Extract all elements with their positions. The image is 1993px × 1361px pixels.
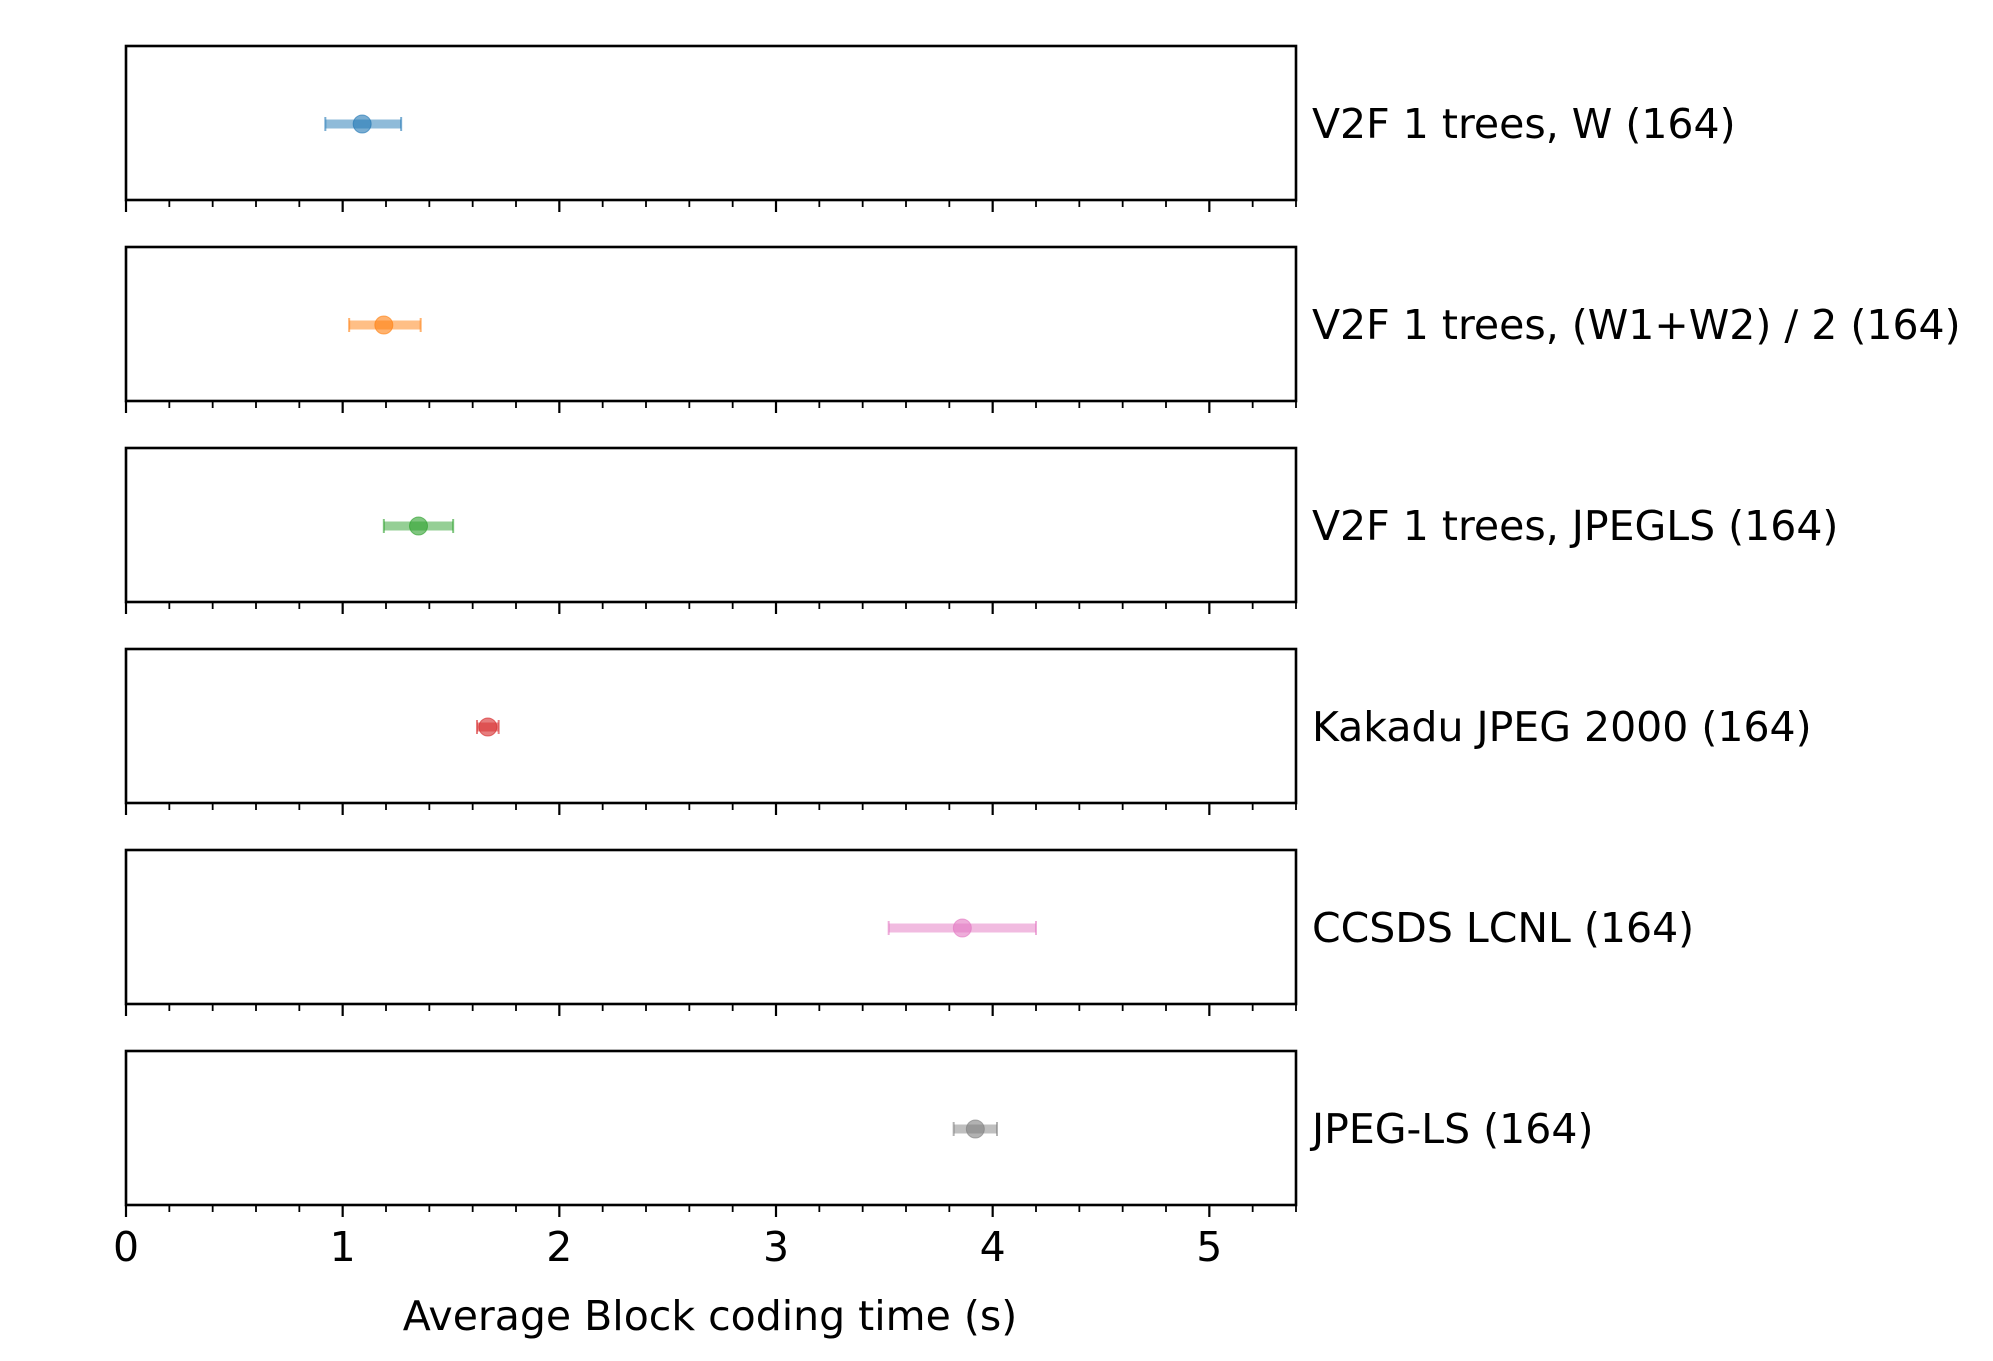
panel-frame [124, 1049, 1298, 1207]
data-point [965, 1119, 985, 1139]
x-tick-label: 2 [546, 1223, 572, 1271]
series-label: V2F 1 trees, JPEGLS (164) [1312, 502, 1838, 550]
x-tick-label: 3 [763, 1223, 789, 1271]
series-label: V2F 1 trees, W (164) [1312, 100, 1736, 148]
x-tick-label: 4 [980, 1223, 1006, 1271]
panel-frame [124, 245, 1298, 403]
data-point [409, 516, 428, 536]
panel-5: CCSDS LCNL (164) [124, 848, 1694, 1016]
panel-1: V2F 1 trees, W (164) [124, 44, 1736, 212]
series-label: V2F 1 trees, (W1+W2) / 2 (164) [1312, 301, 1961, 349]
x-tick-label: 1 [330, 1223, 356, 1271]
x-axis-label: Average Block coding time (s) [403, 1292, 1017, 1340]
panel-frame [124, 647, 1298, 805]
series-label: JPEG-LS (164) [1309, 1105, 1593, 1153]
panel-2: V2F 1 trees, (W1+W2) / 2 (164) [124, 245, 1961, 413]
panel-6: JPEG-LS (164) [124, 1049, 1593, 1217]
panel-frame [124, 446, 1298, 604]
data-point [352, 114, 372, 134]
series-label: CCSDS LCNL (164) [1312, 904, 1694, 952]
data-point [374, 315, 394, 335]
data-point [952, 918, 972, 938]
x-tick-label: 5 [1196, 1223, 1222, 1271]
panel-frame [124, 44, 1298, 202]
panels: V2F 1 trees, W (164) V2F 1 trees, (W1+W2)… [124, 44, 1961, 1217]
panel-3: V2F 1 trees, JPEGLS (164) [124, 446, 1838, 614]
panel-4: Kakadu JPEG 2000 (164) [124, 647, 1812, 815]
data-point [478, 717, 498, 737]
x-axis: 0 1 2 3 4 5 [113, 1223, 1222, 1271]
series-label: Kakadu JPEG 2000 (164) [1312, 703, 1812, 751]
x-tick-label: 0 [113, 1223, 139, 1271]
panel-frame [124, 848, 1298, 1006]
